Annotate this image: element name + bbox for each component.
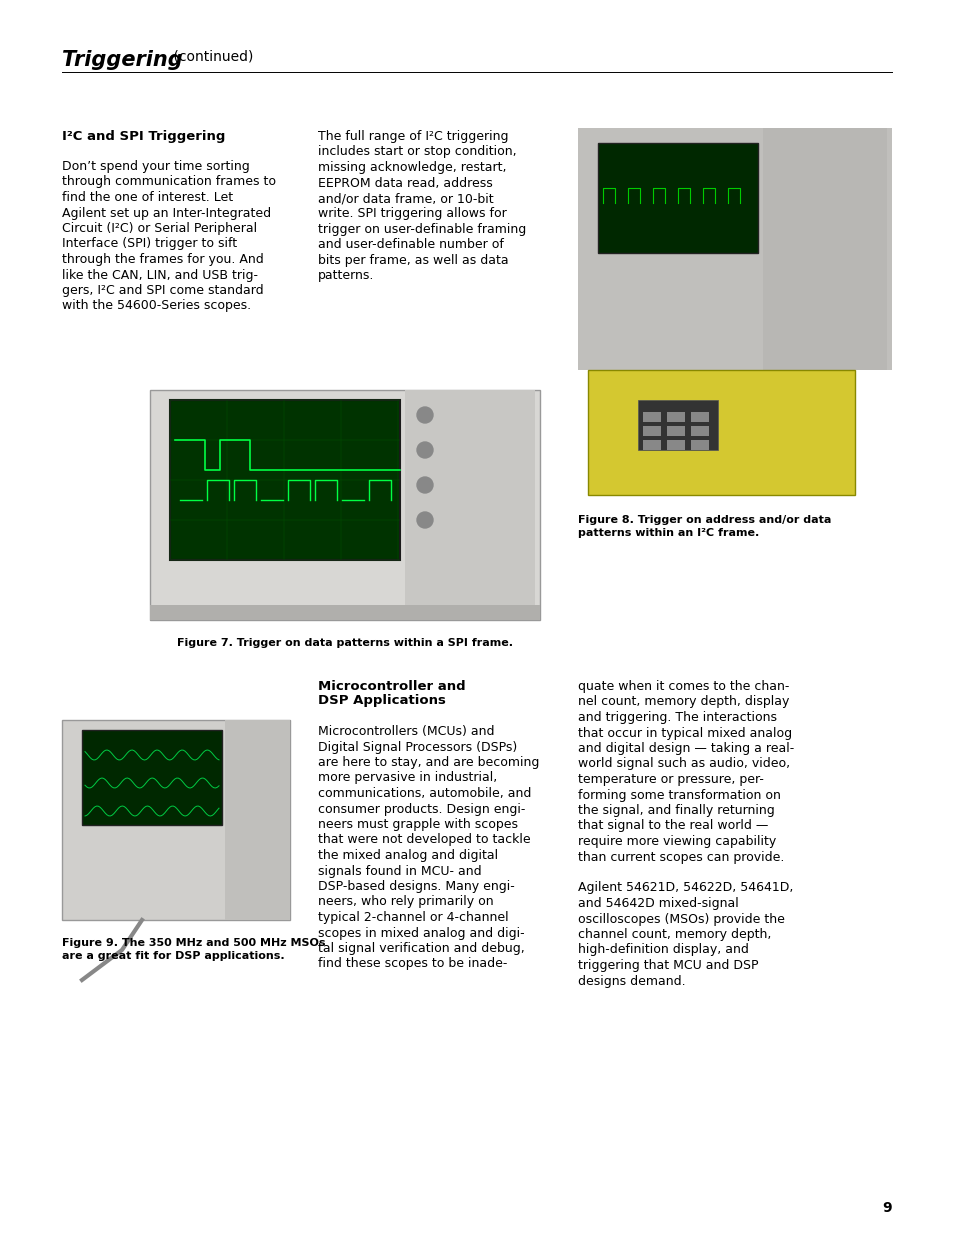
Text: 9: 9 — [882, 1200, 891, 1215]
Text: high-definition display, and: high-definition display, and — [578, 944, 748, 956]
Text: DSP Applications: DSP Applications — [317, 694, 445, 706]
Bar — [170, 400, 399, 559]
Text: consumer products. Design engi-: consumer products. Design engi- — [317, 803, 525, 815]
Text: Interface (SPI) trigger to sift: Interface (SPI) trigger to sift — [62, 237, 237, 251]
Bar — [150, 605, 539, 620]
Bar — [666, 426, 684, 436]
Text: channel count, memory depth,: channel count, memory depth, — [578, 927, 771, 941]
Text: Figure 9. The 350 MHz and 500 MHz MSOs: Figure 9. The 350 MHz and 500 MHz MSOs — [62, 939, 325, 948]
Text: scopes in mixed analog and digi-: scopes in mixed analog and digi- — [317, 926, 524, 940]
Text: oscilloscopes (MSOs) provide the: oscilloscopes (MSOs) provide the — [578, 913, 784, 925]
Circle shape — [416, 442, 433, 458]
Bar — [587, 370, 854, 495]
Bar — [690, 440, 708, 450]
Bar — [225, 720, 290, 920]
Text: through the frames for you. And: through the frames for you. And — [62, 253, 263, 266]
Circle shape — [416, 513, 433, 529]
Bar — [405, 390, 535, 620]
Text: communications, automobile, and: communications, automobile, and — [317, 787, 531, 800]
Bar — [642, 440, 660, 450]
Text: DSP-based designs. Many engi-: DSP-based designs. Many engi- — [317, 881, 515, 893]
Text: and user-definable number of: and user-definable number of — [317, 238, 503, 252]
Text: typical 2-channel or 4-channel: typical 2-channel or 4-channel — [317, 911, 508, 924]
Text: includes start or stop condition,: includes start or stop condition, — [317, 146, 517, 158]
Text: gers, I²C and SPI come standard: gers, I²C and SPI come standard — [62, 284, 263, 296]
Text: and/or data frame, or 10-bit: and/or data frame, or 10-bit — [317, 191, 493, 205]
Text: The full range of I²C triggering: The full range of I²C triggering — [317, 130, 508, 143]
Text: trigger on user-definable framing: trigger on user-definable framing — [317, 224, 526, 236]
Text: Agilent 54621D, 54622D, 54641D,: Agilent 54621D, 54622D, 54641D, — [578, 882, 793, 894]
Text: find these scopes to be inade-: find these scopes to be inade- — [317, 957, 507, 971]
Bar — [598, 143, 758, 253]
Bar — [82, 730, 222, 825]
Text: through communication frames to: through communication frames to — [62, 175, 275, 189]
Text: like the CAN, LIN, and USB trig-: like the CAN, LIN, and USB trig- — [62, 268, 257, 282]
Text: forming some transformation on: forming some transformation on — [578, 788, 781, 802]
Text: that occur in typical mixed analog: that occur in typical mixed analog — [578, 726, 791, 740]
Text: triggering that MCU and DSP: triggering that MCU and DSP — [578, 960, 758, 972]
Text: patterns within an I²C frame.: patterns within an I²C frame. — [578, 529, 759, 538]
Text: Circuit (I²C) or Serial Peripheral: Circuit (I²C) or Serial Peripheral — [62, 222, 257, 235]
Bar — [642, 426, 660, 436]
Bar — [666, 440, 684, 450]
Text: Figure 7. Trigger on data patterns within a SPI frame.: Figure 7. Trigger on data patterns withi… — [177, 638, 513, 648]
Text: Digital Signal Processors (DSPs): Digital Signal Processors (DSPs) — [317, 741, 517, 753]
Text: Don’t spend your time sorting: Don’t spend your time sorting — [62, 161, 250, 173]
Bar — [666, 412, 684, 422]
Text: and 54642D mixed-signal: and 54642D mixed-signal — [578, 897, 738, 910]
Text: the signal, and finally returning: the signal, and finally returning — [578, 804, 774, 818]
Text: Microcontroller and: Microcontroller and — [317, 680, 465, 693]
Text: are here to stay, and are becoming: are here to stay, and are becoming — [317, 756, 538, 769]
Text: that signal to the real world —: that signal to the real world — — [578, 820, 767, 832]
Circle shape — [416, 408, 433, 424]
Text: the mixed analog and digital: the mixed analog and digital — [317, 848, 497, 862]
Text: and digital design — taking a real-: and digital design — taking a real- — [578, 742, 794, 755]
Text: temperature or pressure, per-: temperature or pressure, per- — [578, 773, 763, 785]
Text: and triggering. The interactions: and triggering. The interactions — [578, 711, 776, 724]
Text: nel count, memory depth, display: nel count, memory depth, display — [578, 695, 788, 709]
Text: world signal such as audio, video,: world signal such as audio, video, — [578, 757, 789, 771]
Bar — [638, 400, 718, 450]
Bar — [642, 412, 660, 422]
Text: neers must grapple with scopes: neers must grapple with scopes — [317, 818, 517, 831]
Bar — [690, 412, 708, 422]
Text: Triggering: Triggering — [62, 49, 183, 70]
Text: I²C and SPI Triggering: I²C and SPI Triggering — [62, 130, 225, 143]
Bar — [762, 128, 886, 370]
Text: patterns.: patterns. — [317, 269, 374, 283]
Text: Agilent set up an Inter-Integrated: Agilent set up an Inter-Integrated — [62, 206, 271, 220]
Text: find the one of interest. Let: find the one of interest. Let — [62, 191, 233, 204]
Text: (continued): (continued) — [169, 49, 253, 64]
Text: EEPROM data read, address: EEPROM data read, address — [317, 177, 493, 189]
Bar — [690, 426, 708, 436]
Text: that were not developed to tackle: that were not developed to tackle — [317, 834, 530, 846]
Text: tal signal verification and debug,: tal signal verification and debug, — [317, 942, 524, 955]
Bar — [578, 128, 891, 370]
Bar — [62, 720, 290, 920]
Circle shape — [416, 477, 433, 493]
Text: neers, who rely primarily on: neers, who rely primarily on — [317, 895, 493, 909]
Text: quate when it comes to the chan-: quate when it comes to the chan- — [578, 680, 788, 693]
Text: more pervasive in industrial,: more pervasive in industrial, — [317, 772, 497, 784]
Text: than current scopes can provide.: than current scopes can provide. — [578, 851, 783, 863]
Bar — [150, 390, 539, 620]
Text: missing acknowledge, restart,: missing acknowledge, restart, — [317, 161, 506, 174]
Text: Microcontrollers (MCUs) and: Microcontrollers (MCUs) and — [317, 725, 494, 739]
Text: Figure 8. Trigger on address and/or data: Figure 8. Trigger on address and/or data — [578, 515, 830, 525]
Text: with the 54600-Series scopes.: with the 54600-Series scopes. — [62, 300, 251, 312]
Text: require more viewing capability: require more viewing capability — [578, 835, 776, 848]
Text: designs demand.: designs demand. — [578, 974, 685, 988]
Text: bits per frame, as well as data: bits per frame, as well as data — [317, 254, 508, 267]
Text: write. SPI triggering allows for: write. SPI triggering allows for — [317, 207, 506, 221]
Text: are a great fit for DSP applications.: are a great fit for DSP applications. — [62, 951, 284, 961]
Text: signals found in MCU- and: signals found in MCU- and — [317, 864, 481, 878]
